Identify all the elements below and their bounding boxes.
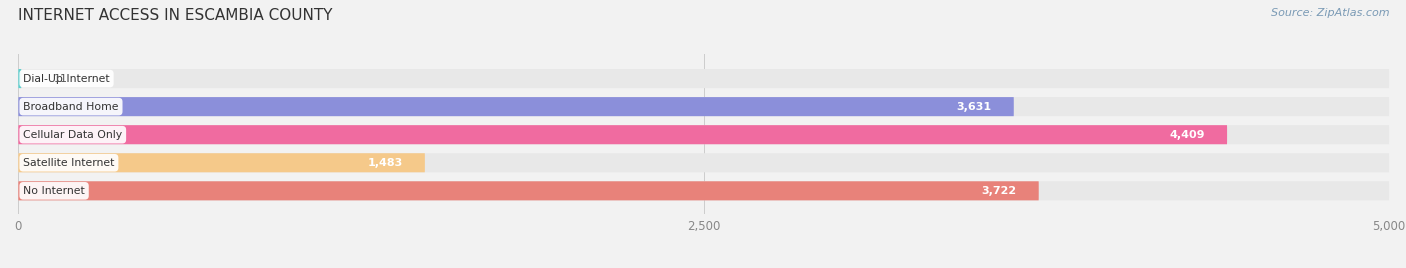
Text: 3,722: 3,722 xyxy=(981,186,1017,196)
FancyBboxPatch shape xyxy=(18,69,1389,88)
FancyBboxPatch shape xyxy=(18,181,1039,200)
FancyBboxPatch shape xyxy=(18,69,21,88)
Text: 3,631: 3,631 xyxy=(956,102,991,112)
Text: Cellular Data Only: Cellular Data Only xyxy=(24,130,122,140)
Text: 1,483: 1,483 xyxy=(368,158,404,168)
FancyBboxPatch shape xyxy=(18,153,425,172)
Text: No Internet: No Internet xyxy=(24,186,84,196)
Text: Broadband Home: Broadband Home xyxy=(24,102,118,112)
FancyBboxPatch shape xyxy=(18,153,1389,172)
Text: 4,409: 4,409 xyxy=(1170,130,1205,140)
Text: INTERNET ACCESS IN ESCAMBIA COUNTY: INTERNET ACCESS IN ESCAMBIA COUNTY xyxy=(18,8,333,23)
Text: Source: ZipAtlas.com: Source: ZipAtlas.com xyxy=(1271,8,1389,18)
Text: Satellite Internet: Satellite Internet xyxy=(24,158,114,168)
FancyBboxPatch shape xyxy=(18,97,1389,116)
FancyBboxPatch shape xyxy=(18,125,1389,144)
FancyBboxPatch shape xyxy=(18,125,1227,144)
FancyBboxPatch shape xyxy=(18,181,1389,200)
FancyBboxPatch shape xyxy=(18,97,1014,116)
Text: 11: 11 xyxy=(55,74,69,84)
Text: Dial-Up Internet: Dial-Up Internet xyxy=(24,74,110,84)
